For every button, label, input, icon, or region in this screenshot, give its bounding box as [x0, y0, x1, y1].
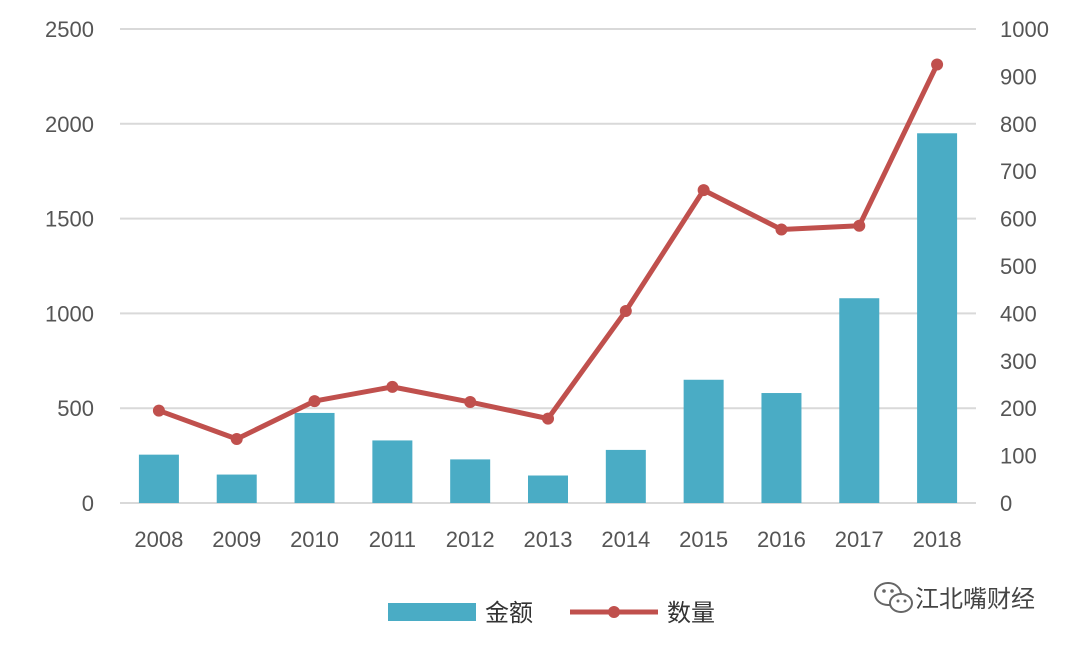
line-point-2008 [152, 404, 165, 417]
bar-2010 [294, 412, 335, 503]
y-axis-right: 0 100 200 300 400 500 600 700 800 900 1000 [1000, 17, 1049, 516]
x-tick-label: 2014 [601, 527, 650, 552]
bar-2018 [917, 133, 958, 503]
y-left-tick-label: 2500 [45, 17, 94, 42]
x-tick-label: 2015 [679, 527, 728, 552]
legend: 金额 数量 [388, 600, 715, 627]
x-tick-label: 2017 [835, 527, 884, 552]
legend-label-amount: 金额 [485, 600, 533, 627]
legend-bar-swatch [388, 603, 476, 621]
y-right-tick-label: 400 [1000, 301, 1037, 326]
line-point-2015 [697, 184, 710, 197]
line-path [158, 63, 940, 442]
bar-2011 [372, 440, 413, 503]
bar-2013 [528, 475, 568, 503]
x-tick-label: 2009 [212, 527, 261, 552]
bar-2008 [138, 454, 179, 503]
line-point-2011 [386, 380, 399, 393]
wechat-icon [874, 582, 913, 613]
bar-series [138, 133, 958, 503]
watermark-text: 江北嘴财经 [915, 586, 1035, 613]
y-left-tick-label: 500 [57, 396, 94, 421]
y-left-tick-label: 1000 [45, 301, 94, 326]
line-point-2010 [308, 395, 321, 408]
gridlines [120, 28, 976, 504]
y-left-tick-label: 1500 [45, 207, 94, 232]
x-tick-label: 2012 [446, 527, 495, 552]
x-tick-label: 2018 [913, 527, 962, 552]
bar-2017 [839, 298, 880, 503]
y-right-tick-label: 700 [1000, 159, 1037, 184]
y-right-tick-label: 600 [1000, 207, 1037, 232]
x-tick-label: 2010 [290, 527, 339, 552]
bar-2016 [761, 393, 802, 503]
x-tick-label: 2013 [524, 527, 573, 552]
line-point-2017 [853, 219, 866, 232]
line-series [152, 58, 944, 446]
watermark: 江北嘴财经 [874, 582, 1035, 613]
legend-label-count: 数量 [667, 600, 715, 627]
bar-2012 [450, 459, 491, 503]
bar-2009 [216, 474, 257, 503]
y-right-tick-label: 100 [1000, 444, 1037, 469]
y-left-tick-label: 2000 [45, 112, 94, 137]
line-point-2012 [464, 396, 477, 409]
y-axis-left: 0 500 1000 1500 2000 2500 [45, 17, 94, 516]
x-tick-label: 2016 [757, 527, 806, 552]
y-right-tick-label: 0 [1000, 491, 1012, 516]
x-tick-label: 2008 [134, 527, 183, 552]
legend-line-marker [608, 606, 620, 618]
line-point-2014 [619, 305, 632, 318]
y-right-tick-label: 900 [1000, 64, 1037, 89]
bar-2015 [683, 379, 724, 503]
line-point-2016 [775, 223, 788, 236]
y-right-tick-label: 300 [1000, 349, 1037, 374]
y-right-tick-label: 1000 [1000, 17, 1049, 42]
bar-2014 [605, 449, 646, 503]
line-point-2013 [542, 412, 554, 425]
x-tick-label: 2011 [369, 527, 416, 552]
y-right-tick-label: 800 [1000, 112, 1037, 137]
x-axis: 2008 2009 2010 2011 2012 2013 2014 2015 2016 2017… [134, 527, 961, 552]
line-point-2018 [931, 58, 944, 71]
y-right-tick-label: 500 [1000, 254, 1037, 279]
y-right-tick-label: 200 [1000, 396, 1037, 421]
line-point-2009 [230, 433, 243, 446]
y-left-tick-label: 0 [82, 491, 94, 516]
